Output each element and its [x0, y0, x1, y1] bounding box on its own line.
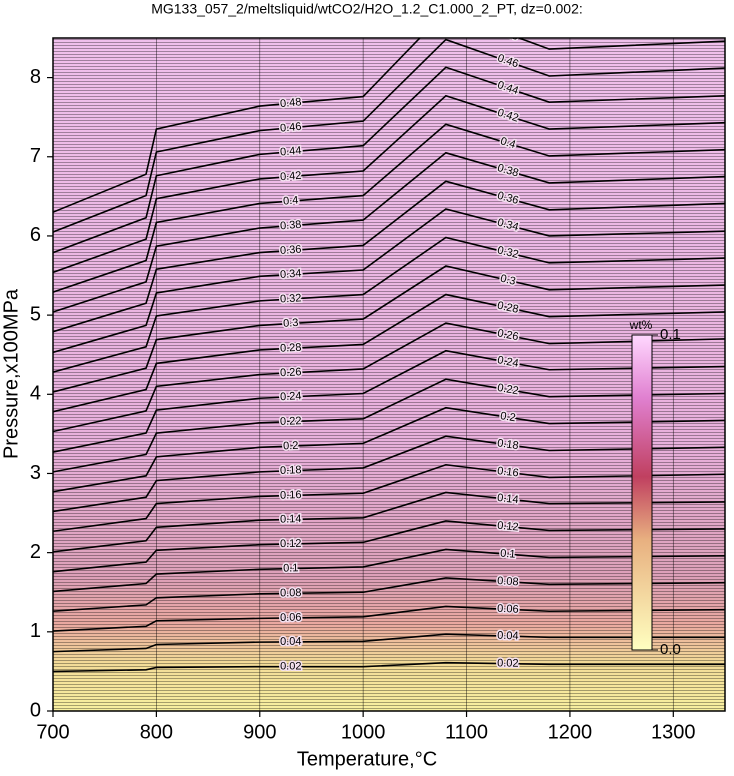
plot-frame	[52, 37, 726, 712]
contour-label: 0.24	[280, 390, 302, 403]
contour-label: 0.22	[496, 382, 519, 397]
x-tick-label: 1300	[651, 721, 696, 743]
contour-line	[53, 661, 725, 673]
contour-label: 0.2	[283, 440, 299, 453]
contour-label: 0.12	[497, 520, 519, 534]
y-tick-label: 1	[30, 620, 41, 642]
contour-label: 0.34	[280, 268, 302, 281]
contour-line	[53, 378, 725, 473]
contour-line	[53, 236, 725, 373]
colorbar: wt% 0.0 0.1	[629, 318, 681, 658]
contour-line	[53, 38, 725, 233]
x-tick-label: 1100	[445, 721, 488, 743]
contour-line	[53, 435, 725, 513]
contour-label: 0.02	[497, 657, 519, 669]
y-tick-label: 6	[30, 224, 41, 246]
colorbar-label: wt%	[629, 318, 653, 332]
contour-line	[53, 208, 725, 354]
colorbar-tick-label: 0.1	[660, 326, 681, 343]
contour-label: 0.48	[280, 96, 302, 110]
contour-label: 0.32	[280, 292, 302, 305]
contour-label: 0.38	[280, 219, 302, 233]
contour-label: 0.3	[499, 273, 517, 288]
x-tick-label: 1000	[341, 721, 386, 743]
contour-label: 0.36	[280, 244, 302, 257]
contour-line	[53, 491, 725, 553]
contour-line	[53, 520, 725, 573]
contour-line	[53, 349, 725, 453]
y-tick-label: 0	[30, 699, 41, 721]
contour-line	[53, 605, 725, 632]
contour-label: 0.18	[496, 437, 519, 452]
chart-title: MG133_057_2/meltsliquid/wtCO2/H2O_1.2_C1…	[151, 1, 583, 17]
contour-label: 0.06	[497, 603, 519, 616]
contour-label: 0.16	[280, 489, 302, 502]
contour-label: 0.26	[496, 327, 519, 343]
contour-line	[53, 548, 725, 593]
contour-label: 0.12	[280, 538, 302, 550]
y-tick-label: 3	[30, 462, 41, 484]
x-tick-label: 800	[140, 721, 173, 743]
contour-label: 0.26	[280, 366, 302, 379]
contour-label: 0.1	[500, 548, 516, 561]
contour-label: 0.08	[497, 575, 519, 588]
contour-line	[53, 463, 725, 533]
contour-line	[53, 180, 725, 333]
contour-label: 0.22	[280, 415, 302, 428]
colorbar-scale	[631, 334, 653, 651]
contour-label: 0.18	[280, 464, 302, 477]
contour-label: 0.08	[280, 587, 302, 599]
y-tick-label: 7	[30, 145, 41, 167]
contour-label: 0.42	[280, 170, 302, 184]
x-tick-label: 700	[36, 721, 69, 743]
x-axis-label: Temperature,°C	[297, 748, 437, 770]
y-tick-label: 5	[30, 303, 41, 325]
y-tick-label: 8	[30, 66, 41, 88]
contour-label: 0.1	[283, 562, 299, 574]
y-tick-label: 2	[30, 541, 41, 563]
contour-line	[53, 322, 725, 433]
contour-line	[53, 265, 725, 393]
contour-label: 0.46	[280, 121, 302, 135]
contour-label: 0.04	[497, 630, 519, 643]
contour-label: 0.36	[496, 190, 520, 207]
contour-line	[53, 94, 725, 274]
contour-label: 0.44	[280, 145, 302, 159]
contour-line	[53, 633, 725, 653]
x-tick-label: 1200	[548, 721, 593, 743]
contour-label: 0.02	[280, 661, 301, 673]
contour-label: 0.2	[499, 410, 516, 424]
y-tick-label: 4	[30, 383, 41, 405]
contour-label: 0.04	[280, 636, 302, 648]
y-axis-label: Pressure,x100MPa	[0, 288, 22, 459]
contour-label: 0.4	[283, 194, 299, 207]
contour-line	[53, 66, 725, 254]
contour-line	[53, 293, 725, 413]
contour-label: 0.3	[283, 317, 299, 330]
contour-label: 0.16	[497, 465, 520, 480]
contour-label: 0.28	[280, 342, 302, 355]
contour-line	[53, 406, 725, 493]
contour-label: 0.14	[280, 513, 302, 525]
contour-label: 0.14	[497, 492, 520, 506]
contour-label: 0.24	[496, 354, 519, 370]
axes: 700 800 900 1000 1100 1200 1300 0 1 2 3 4 5 6 7 8	[30, 66, 696, 743]
contour-line	[53, 123, 725, 293]
contour-line	[53, 577, 725, 613]
colorbar-tick-label: 0.0	[660, 641, 681, 658]
contour-line	[53, 38, 725, 213]
contour-line	[53, 151, 725, 313]
plot-area: 0.02 0.02 0.04 0.04 0.06 0.06 0.08 0.08 0.1 0.1 0.…	[53, 38, 725, 711]
x-tick-label: 900	[243, 721, 276, 743]
contour-label: 0.06	[280, 612, 302, 624]
